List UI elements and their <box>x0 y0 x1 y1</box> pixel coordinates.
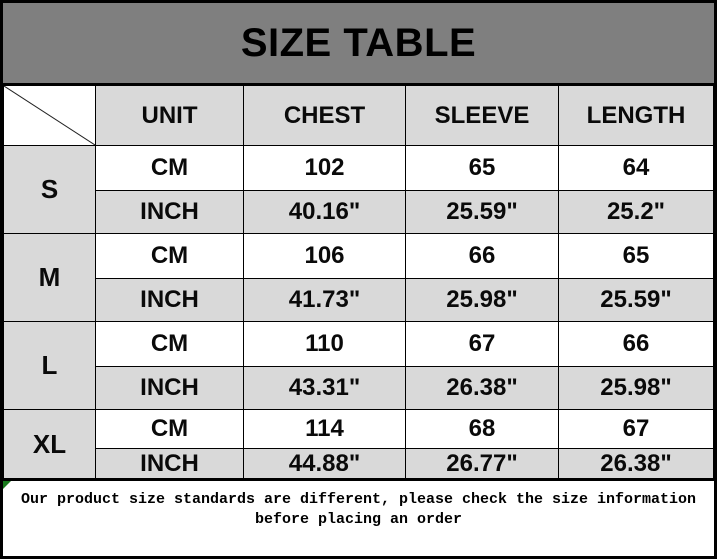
footer-note: Our product size standards are different… <box>3 479 714 556</box>
unit-cell: CM <box>95 321 244 367</box>
cell-length: 67 <box>558 409 714 449</box>
size-label-l: L <box>3 321 96 410</box>
cell-length: 65 <box>558 233 714 279</box>
unit-cell: CM <box>95 233 244 279</box>
cell-chest: 40.16" <box>243 190 406 234</box>
cell-length: 25.59" <box>558 278 714 322</box>
unit-cell: INCH <box>95 190 244 234</box>
size-table: UNIT CHEST SLEEVE LENGTH S CM 102 65 64 … <box>3 85 714 479</box>
table-row: INCH 43.31" 26.38" 25.98" <box>4 366 714 410</box>
col-header-sleeve: SLEEVE <box>405 85 559 146</box>
unit-cell: INCH <box>95 448 244 479</box>
cell-chest: 110 <box>243 321 406 367</box>
table-row: L CM 110 67 66 <box>3 321 714 410</box>
cell-chest: 106 <box>243 233 406 279</box>
corner-flag-icon <box>3 481 11 489</box>
cell-length: 25.98" <box>558 366 714 410</box>
table-row: M CM 106 66 65 <box>3 233 714 322</box>
table-row: XL CM 114 68 67 <box>3 409 714 479</box>
size-label-s: S <box>3 145 96 234</box>
cell-chest: 114 <box>243 409 406 449</box>
unit-cell: CM <box>95 145 244 191</box>
unit-cell: INCH <box>95 278 244 322</box>
size-label-xl: XL <box>3 409 96 479</box>
footer-note-line2: before placing an order <box>254 511 463 528</box>
table-row: INCH 44.88" 26.77" 26.38" <box>4 448 714 479</box>
cell-sleeve: 66 <box>405 233 559 279</box>
corner-cell <box>3 85 96 146</box>
cell-sleeve: 26.38" <box>405 366 559 410</box>
col-header-length: LENGTH <box>558 85 714 146</box>
title-bar: SIZE TABLE <box>3 3 714 85</box>
page-title: SIZE TABLE <box>240 20 477 65</box>
cell-sleeve: 25.98" <box>405 278 559 322</box>
diagonal-line-icon <box>4 86 95 145</box>
cell-length: 26.38" <box>558 448 714 479</box>
cell-chest: 41.73" <box>243 278 406 322</box>
col-header-unit: UNIT <box>95 85 244 146</box>
header-row: UNIT CHEST SLEEVE LENGTH <box>3 85 714 146</box>
cell-sleeve: 65 <box>405 145 559 191</box>
unit-cell: INCH <box>95 366 244 410</box>
cell-length: 64 <box>558 145 714 191</box>
footer-note-line1: Our product size standards are different… <box>20 491 697 508</box>
cell-length: 25.2" <box>558 190 714 234</box>
cell-length: 66 <box>558 321 714 367</box>
size-label-m: M <box>3 233 96 322</box>
unit-cell: CM <box>95 409 244 449</box>
col-header-chest: CHEST <box>243 85 406 146</box>
table-row: INCH 41.73" 25.98" 25.59" <box>4 278 714 322</box>
cell-sleeve: 26.77" <box>405 448 559 479</box>
cell-sleeve: 68 <box>405 409 559 449</box>
cell-chest: 102 <box>243 145 406 191</box>
cell-chest: 43.31" <box>243 366 406 410</box>
cell-chest: 44.88" <box>243 448 406 479</box>
table-row: S CM 102 65 64 <box>3 145 714 234</box>
table-row: INCH 40.16" 25.59" 25.2" <box>4 190 714 234</box>
cell-sleeve: 25.59" <box>405 190 559 234</box>
cell-sleeve: 67 <box>405 321 559 367</box>
